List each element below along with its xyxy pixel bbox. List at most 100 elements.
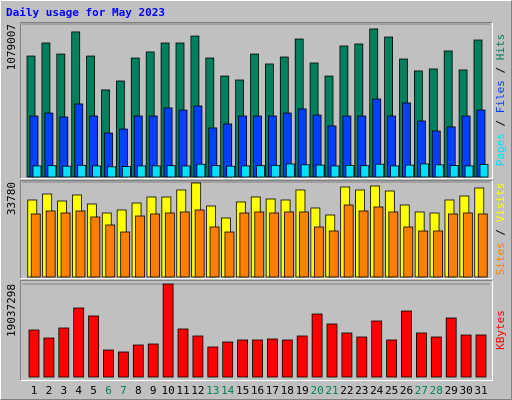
bar <box>239 212 250 278</box>
bar <box>107 166 116 178</box>
bar <box>135 215 145 278</box>
bar <box>62 165 72 178</box>
bar <box>77 164 87 178</box>
x-tick-label: 15 <box>236 384 249 397</box>
bar <box>343 204 354 278</box>
bar <box>403 226 414 278</box>
bar <box>132 344 144 378</box>
bar <box>445 317 457 378</box>
bar <box>45 210 56 278</box>
x-tick-label: 27 <box>415 384 428 397</box>
panel-shadow <box>20 22 493 179</box>
x-tick-label: 17 <box>266 384 279 397</box>
bar <box>284 211 294 278</box>
bar <box>345 164 355 178</box>
bar <box>371 320 383 378</box>
panel-highlight <box>20 22 493 179</box>
x-tick-label: 5 <box>90 384 97 397</box>
bar <box>30 213 41 278</box>
bar <box>311 313 323 378</box>
legend: KBytes <box>494 310 507 350</box>
bar <box>105 224 116 278</box>
legend-entry: Hits <box>494 34 507 61</box>
bar <box>375 163 385 178</box>
bar <box>211 165 221 178</box>
bar <box>147 343 159 378</box>
bar <box>449 165 459 178</box>
bar <box>120 231 131 278</box>
x-tick-label: 16 <box>251 384 264 397</box>
bar <box>226 165 236 178</box>
legend-entry: Pages <box>494 133 507 166</box>
bar <box>388 211 399 278</box>
bar <box>341 332 353 378</box>
bar <box>224 231 235 278</box>
bar <box>296 335 308 378</box>
x-tick-label: 3 <box>60 384 67 397</box>
bar <box>360 165 370 178</box>
bar <box>103 349 114 378</box>
bar <box>270 164 280 178</box>
panel-shadow <box>20 280 493 381</box>
bar <box>177 328 189 378</box>
bar <box>241 165 251 178</box>
bar <box>269 212 280 278</box>
bar <box>281 339 293 378</box>
x-tick-label: 28 <box>430 384 443 397</box>
y-tick-label: 1079007 <box>5 24 18 70</box>
bar <box>207 346 219 378</box>
x-tick-label: 8 <box>135 384 142 397</box>
x-tick-label: 11 <box>176 384 189 397</box>
x-tick-label: 12 <box>191 384 204 397</box>
bar <box>405 164 414 178</box>
x-tick-label: 22 <box>340 384 353 397</box>
bar <box>285 163 295 178</box>
bar <box>194 209 205 278</box>
bar <box>390 165 400 178</box>
bar <box>162 283 174 378</box>
bar <box>209 226 220 278</box>
x-tick-label: 25 <box>385 384 398 397</box>
x-tick-label: 19 <box>296 384 309 397</box>
bar <box>47 165 57 178</box>
bar <box>254 211 265 278</box>
bar <box>475 334 487 378</box>
bar <box>326 323 338 378</box>
bar <box>136 165 146 178</box>
bar <box>122 166 131 178</box>
bar <box>28 329 40 378</box>
x-tick-label: 2 <box>46 384 53 397</box>
panel-highlight <box>20 180 493 279</box>
legend-entry: Sites <box>494 242 507 275</box>
bar <box>181 165 191 178</box>
x-tick-label: 7 <box>120 384 127 397</box>
legend-separator: / <box>494 222 507 242</box>
panel-highlight <box>20 280 493 381</box>
x-tick-label: 21 <box>325 384 338 397</box>
bar <box>434 164 444 178</box>
bar <box>90 216 101 278</box>
bar <box>150 213 160 278</box>
x-tick-label: 20 <box>310 384 323 397</box>
x-tick-label: 4 <box>75 384 82 397</box>
legend: Sites / Visits <box>494 183 507 276</box>
bar <box>300 164 310 178</box>
bar <box>462 212 473 278</box>
bar <box>60 212 71 278</box>
legend-entry: Files <box>494 80 507 113</box>
x-tick-label: 6 <box>105 384 112 397</box>
legend-separator: / <box>494 113 507 133</box>
bar <box>356 336 368 378</box>
bar <box>192 335 204 378</box>
panel-shadow <box>20 180 493 279</box>
bar <box>151 165 161 178</box>
x-tick-label: 13 <box>206 384 219 397</box>
bar <box>313 226 324 278</box>
bar <box>418 230 429 278</box>
x-tick-label: 1 <box>31 384 38 397</box>
bar <box>196 163 206 178</box>
bar <box>266 338 278 378</box>
bar <box>479 164 489 178</box>
